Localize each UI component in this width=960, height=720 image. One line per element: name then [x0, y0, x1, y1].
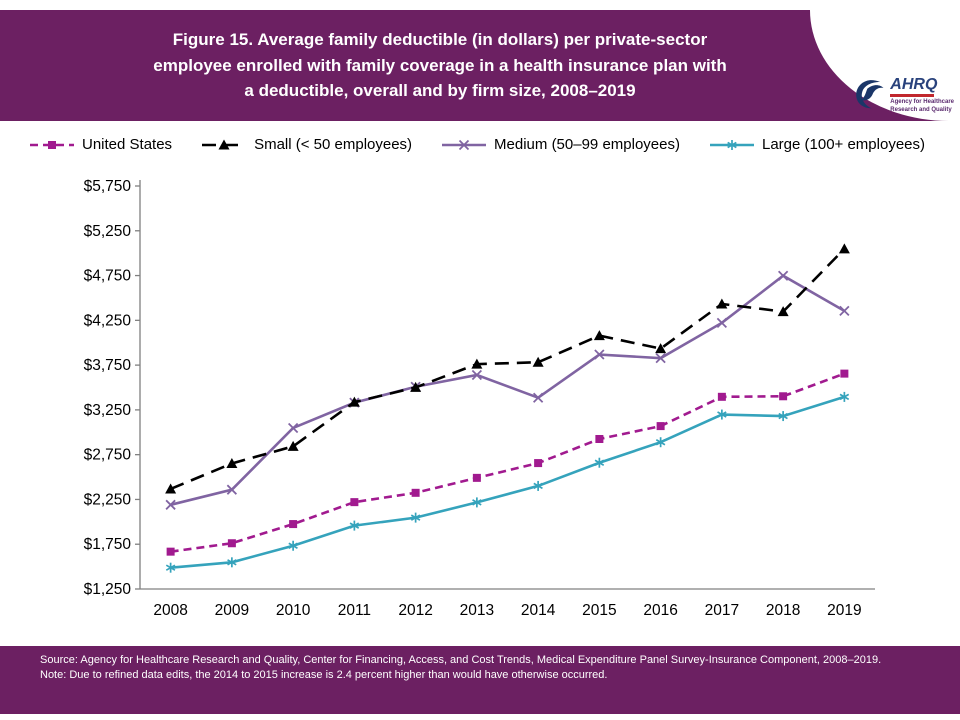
svg-text:2013: 2013: [460, 602, 494, 619]
figure-title: Figure 15. Average family deductible (in…: [153, 30, 727, 101]
svg-text:$4,250: $4,250: [84, 312, 132, 329]
legend-label-small: Small (< 50 employees): [254, 136, 413, 153]
legend-marker-united-states-icon: [30, 140, 74, 149]
svg-text:2011: 2011: [338, 602, 371, 619]
svg-text:2018: 2018: [766, 602, 800, 619]
legend-marker-large-icon: [709, 139, 754, 150]
svg-text:2017: 2017: [705, 602, 739, 619]
svg-text:$4,750: $4,750: [84, 268, 132, 285]
legend-marker-medium-icon: [442, 139, 487, 150]
line-chart: $1,250 $1,750 $2,250 $2,750 $3,250 $3,750 $4,2…: [84, 178, 875, 619]
logo-panel: AHRQ Agency for Healthcare Research and …: [810, 10, 960, 121]
ahrq-tagline: Agency for Healthcare Research and Quali…: [890, 99, 954, 113]
svg-text:2008: 2008: [153, 602, 187, 619]
svg-text:2010: 2010: [276, 602, 311, 619]
footer-banner: Source: Agency for Healthcare Research a…: [0, 646, 960, 714]
legend-item-medium: Medium (50–99 employees): [440, 136, 680, 153]
svg-text:$5,750: $5,750: [84, 178, 132, 195]
svg-text:2014: 2014: [521, 602, 556, 619]
legend-marker-small-icon: [202, 139, 247, 149]
ahrq-wordmark: AHRQ: [890, 76, 938, 94]
legend-item-small: Small (< 50 employees): [200, 136, 412, 153]
legend-label-large: Large (100+ employees): [761, 136, 925, 153]
svg-text:$3,750: $3,750: [84, 357, 132, 374]
logo-group: AHRQ Agency for Healthcare Research and …: [852, 76, 954, 115]
chart-legend: United States Small (< 50 employees) Med…: [28, 136, 938, 153]
svg-text:$1,750: $1,750: [84, 536, 132, 553]
legend-label-medium: Medium (50–99 employees): [494, 136, 680, 153]
ahrq-logo: AHRQ Agency for Healthcare Research and …: [890, 77, 954, 113]
svg-text:$3,250: $3,250: [84, 402, 132, 419]
header-banner: Figure 15. Average family deductible (in…: [0, 10, 960, 121]
svg-text:$2,250: $2,250: [84, 491, 132, 508]
svg-text:$1,250: $1,250: [84, 581, 132, 598]
svg-text:2009: 2009: [215, 602, 249, 619]
source-text: Source: Agency for Healthcare Research a…: [40, 654, 882, 666]
svg-text:2012: 2012: [398, 602, 432, 619]
svg-text:2015: 2015: [582, 602, 616, 619]
legend-label-united-states: United States: [82, 136, 173, 153]
legend-item-united-states: United States: [28, 136, 172, 153]
hhs-eagle-icon: [852, 76, 886, 115]
svg-text:$5,250: $5,250: [84, 223, 132, 240]
ahrq-red-bar-icon: [890, 94, 935, 98]
svg-text:2019: 2019: [827, 602, 861, 619]
note-text: Note: Due to refined data edits, the 201…: [40, 668, 608, 681]
legend-item-large: Large (100+ employees): [708, 136, 925, 153]
svg-text:$2,750: $2,750: [84, 447, 132, 464]
svg-text:2016: 2016: [643, 602, 677, 619]
